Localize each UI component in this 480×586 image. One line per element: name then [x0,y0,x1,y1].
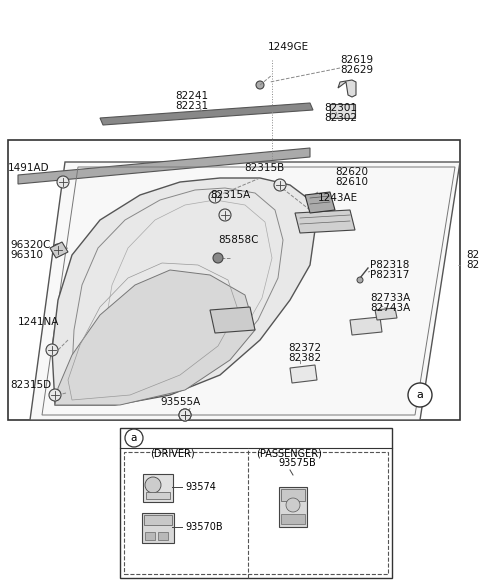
Circle shape [408,383,432,407]
Text: 82629: 82629 [340,65,373,75]
Bar [144,515,172,525]
Bar [120,428,392,578]
Text: P82318: P82318 [370,260,409,270]
Bar [8,140,460,420]
Text: a: a [417,390,423,400]
Polygon shape [18,148,310,184]
Circle shape [219,209,231,221]
Circle shape [145,477,161,493]
Polygon shape [50,242,68,258]
Text: P82317: P82317 [370,270,409,280]
Text: 82610: 82610 [335,177,368,187]
Bar [146,492,170,499]
Text: 82743A: 82743A [370,303,410,313]
Text: 1249GE: 1249GE [268,42,309,52]
Text: 82733A: 82733A [370,293,410,303]
Text: 82382: 82382 [288,353,321,363]
Circle shape [49,389,61,401]
Circle shape [179,409,191,421]
Bar [281,514,305,524]
Text: 82315A: 82315A [210,190,250,200]
Text: 82241: 82241 [175,91,208,101]
Text: 8230E: 8230E [466,260,480,270]
Bar [142,513,174,543]
Text: (PASSENGER): (PASSENGER) [256,449,322,459]
Text: 93574: 93574 [185,482,216,492]
Text: 93570B: 93570B [185,522,223,532]
Circle shape [213,253,223,263]
Polygon shape [30,162,460,420]
Bar [145,532,155,540]
Polygon shape [52,178,315,405]
Circle shape [256,81,264,89]
Text: a: a [131,433,137,443]
Circle shape [125,429,143,447]
Polygon shape [375,308,397,320]
Circle shape [179,409,191,421]
Bar [281,489,305,501]
Text: 93555A: 93555A [160,397,200,407]
Circle shape [357,277,363,283]
Bar [158,532,168,540]
Text: 82231: 82231 [175,101,208,111]
Polygon shape [290,365,317,383]
Circle shape [209,191,221,203]
Bar [124,452,388,574]
Text: 82315D: 82315D [10,380,51,390]
Polygon shape [338,80,356,97]
Text: 1243AE: 1243AE [318,193,358,203]
Polygon shape [210,307,255,333]
Text: 96310: 96310 [10,250,43,260]
Polygon shape [55,270,255,405]
Polygon shape [305,192,335,213]
Polygon shape [350,317,382,335]
Bar [279,487,307,527]
Text: 96320C: 96320C [10,240,50,250]
Circle shape [52,244,64,256]
Text: 85858C: 85858C [218,235,259,245]
Text: 82372: 82372 [288,343,321,353]
Text: 1241NA: 1241NA [18,317,60,327]
Bar [143,474,173,502]
Text: 1491AD: 1491AD [8,163,49,173]
Text: 82619: 82619 [340,55,373,65]
Circle shape [57,176,69,188]
Bar [330,104,355,118]
Text: 93575B: 93575B [278,458,316,468]
Text: 82620: 82620 [335,167,368,177]
Text: (DRIVER): (DRIVER) [150,449,194,459]
Text: 82302: 82302 [324,113,357,123]
Text: 82301: 82301 [324,103,357,113]
Polygon shape [100,103,313,125]
Circle shape [286,498,300,512]
Circle shape [46,344,58,356]
Polygon shape [295,210,355,233]
Text: 8230A: 8230A [466,250,480,260]
Circle shape [274,179,286,191]
Text: 82315B: 82315B [244,163,284,173]
